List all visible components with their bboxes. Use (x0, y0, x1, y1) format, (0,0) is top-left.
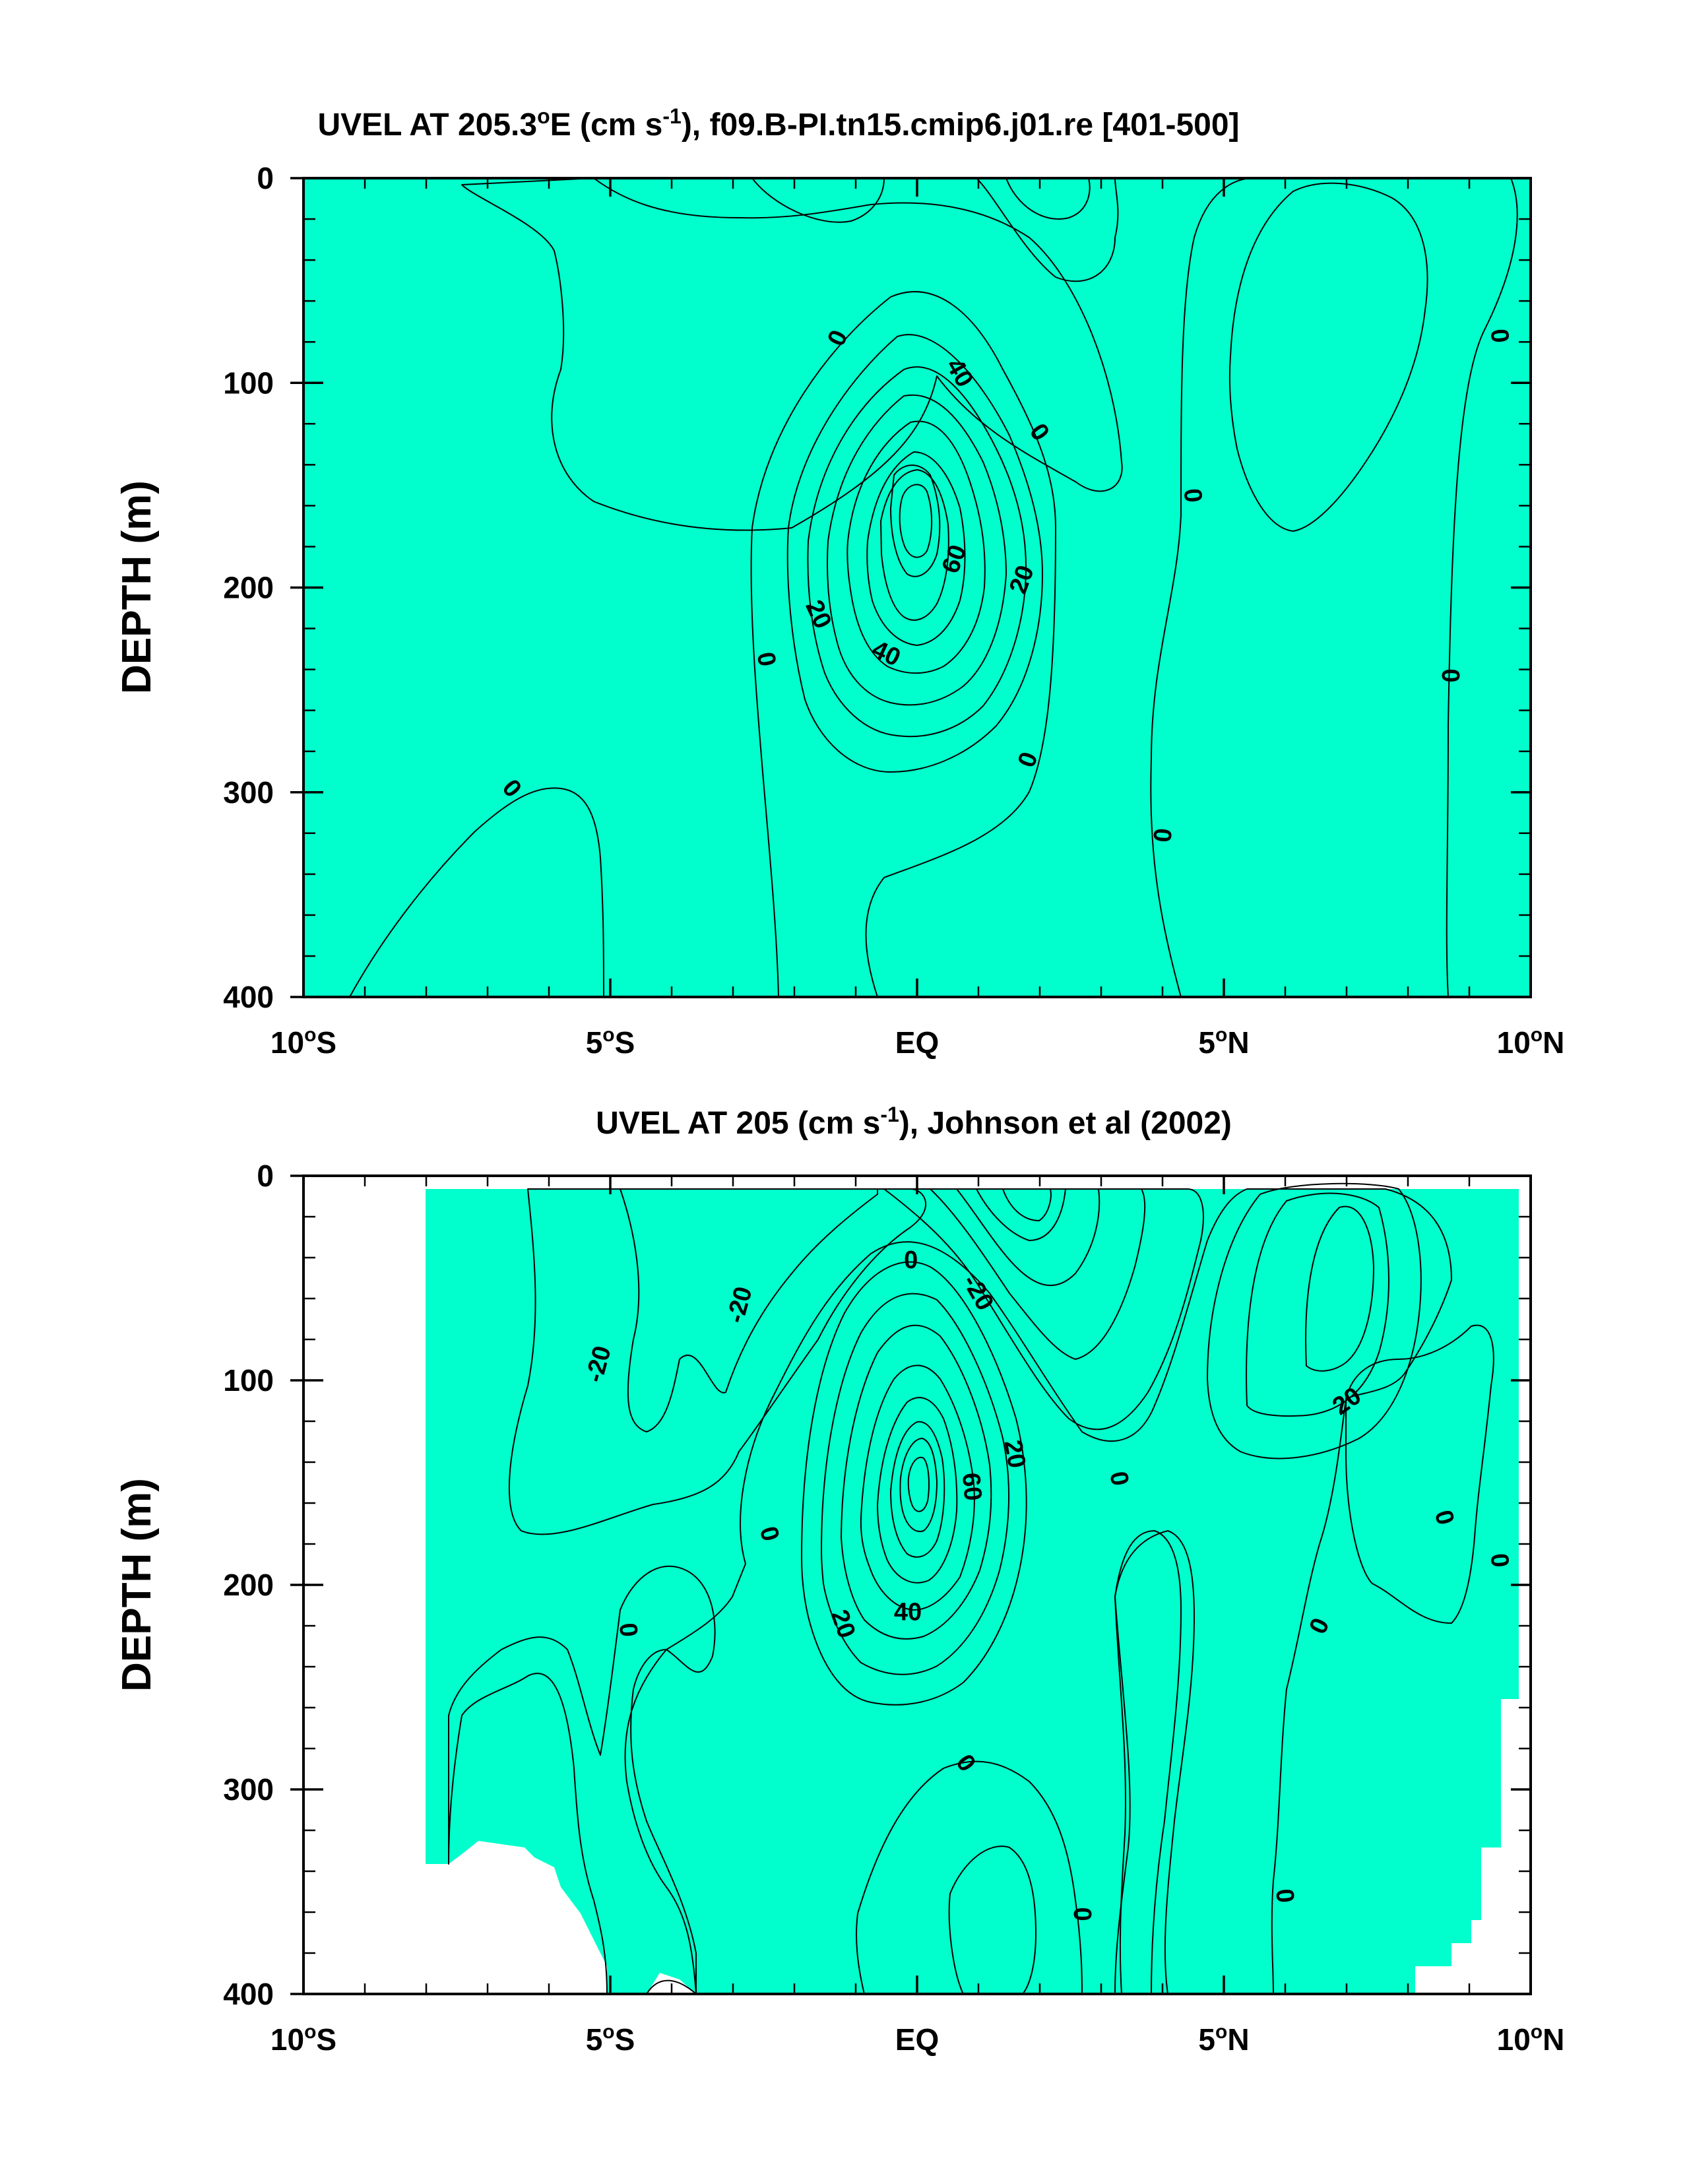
contour-label: 0 (1485, 1553, 1514, 1569)
bottom-fill-jet-70 (890, 1421, 945, 1558)
top-fill-jet-30 (807, 366, 1027, 738)
bottom-y-axis-label: DEPTH (m) (114, 1478, 160, 1692)
contour-label: 0 (904, 1246, 918, 1274)
x-tick-label: 10oS (271, 1024, 336, 1060)
bottom-fill-jet-10 (624, 1188, 1452, 1994)
top-fill-m30 (1005, 178, 1091, 220)
contour-label: 0 (1485, 328, 1514, 344)
bottom-fill-jet-core (907, 1456, 930, 1512)
top-fill-0-10 (303, 178, 1531, 997)
bottom-fill-neg-west (508, 1188, 926, 1535)
x-tick-label: 10oN (1497, 2021, 1565, 2057)
x-tick-label: 5oN (1198, 1024, 1249, 1060)
bottom-fill-mid-neg (948, 1846, 1036, 1994)
top-fill-jet-70 (880, 469, 949, 621)
x-tick-label: EQ (895, 1025, 939, 1060)
top-fill-m20 (751, 178, 1119, 282)
y-tick-label: 300 (223, 1772, 274, 1807)
bottom-fill-jet-60 (877, 1397, 958, 1584)
top-fill-jet-80 (890, 465, 941, 577)
bottom-contour-field (303, 1176, 1531, 1994)
bottom-fill-jet-30 (821, 1293, 1010, 1675)
x-tick-label: EQ (895, 2022, 939, 2057)
top-fill-jet-40 (826, 394, 1007, 706)
x-tick-label: 5oS (586, 1024, 635, 1060)
y-tick-label: 100 (223, 366, 274, 400)
bottom-fill-domain (426, 1189, 1519, 1994)
contour-label: 0 (1147, 827, 1176, 843)
contour-label: 20 (998, 1438, 1031, 1470)
bottom-fill-east-0 (1114, 1530, 1195, 1994)
top-fill-negative (461, 178, 1123, 531)
bottom-fill-neg-west-20 (620, 1188, 878, 1432)
top-fill-jet-10 (750, 291, 1056, 997)
bottom-fill-ne-20 (1207, 1182, 1422, 1460)
bottom-fill-neg-east-30 (956, 1188, 1100, 1286)
bottom-fill-neg-east-50 (1002, 1188, 1052, 1221)
x-tick-label: 5oN (1198, 2021, 1249, 2057)
contour-label: 40 (894, 1598, 922, 1626)
top-fill-jet-core (899, 484, 933, 558)
y-tick-label: 100 (223, 1363, 274, 1397)
x-tick-label: 5oS (586, 2021, 635, 2057)
contour-label: 0 (614, 1622, 643, 1638)
bottom-panel-title: UVEL AT 205 (cm s-1), Johnson et al (200… (596, 1103, 1232, 1141)
y-tick-label: 0 (257, 1159, 274, 1193)
y-tick-label: 200 (223, 1568, 274, 1602)
bottom-fill-sw (448, 1565, 716, 1994)
y-tick-label: 400 (223, 980, 274, 1014)
top-fill-sw (349, 787, 604, 997)
contour-label: 60 (957, 1471, 987, 1502)
bottom-fill-ne-40 (1305, 1205, 1374, 1372)
top-panel: UVEL AT 205.3oE (cm s-1), f09.B-PI.tn15.… (114, 104, 1564, 1060)
top-fill-jet-50 (846, 420, 986, 674)
y-tick-label: 0 (257, 161, 274, 195)
bottom-fill-east-tongue (1345, 1324, 1494, 1624)
y-tick-label: 300 (223, 775, 274, 810)
top-fill-jet-20 (786, 334, 1043, 773)
bottom-panel: UVEL AT 205 (cm s-1), Johnson et al (200… (114, 1103, 1564, 2057)
top-contour-field (303, 178, 1531, 997)
bottom-fill-eastgreen-20 (1114, 1530, 1182, 1994)
top-axes: 10oS 5oS EQ 5oN 10oN 0 100 200 300 400 (223, 161, 1564, 1060)
x-tick-label: 10oN (1497, 1024, 1565, 1060)
top-y-axis-label: DEPTH (m) (114, 480, 160, 694)
x-tick-label: 10oS (271, 2021, 336, 2057)
bottom-fill-jet-20 (801, 1261, 1027, 1706)
bottom-fill-jet-50 (860, 1365, 975, 1611)
bottom-fill-neg-east-40 (976, 1188, 1066, 1241)
contour-label: 0 (1178, 488, 1207, 504)
top-panel-title: UVEL AT 205.3oE (cm s-1), f09.B-PI.tn15.… (317, 104, 1239, 143)
y-tick-label: 400 (223, 1977, 274, 2011)
bottom-fill-jet-80 (899, 1438, 938, 1532)
contour-label: 0 (1068, 1908, 1096, 1921)
bottom-fill-neg-east-20 (930, 1188, 1146, 1360)
top-fill-north-20 (1228, 182, 1428, 532)
bottom-fill-ne-30 (1246, 1192, 1389, 1417)
contour-label: 0 (1436, 668, 1464, 682)
top-fill-jet-60 (866, 451, 966, 646)
bottom-fill-jet-40 (841, 1324, 992, 1640)
y-tick-label: 200 (223, 571, 274, 605)
contour-label: 0 (1270, 1888, 1299, 1904)
top-fill-north (1150, 178, 1518, 997)
